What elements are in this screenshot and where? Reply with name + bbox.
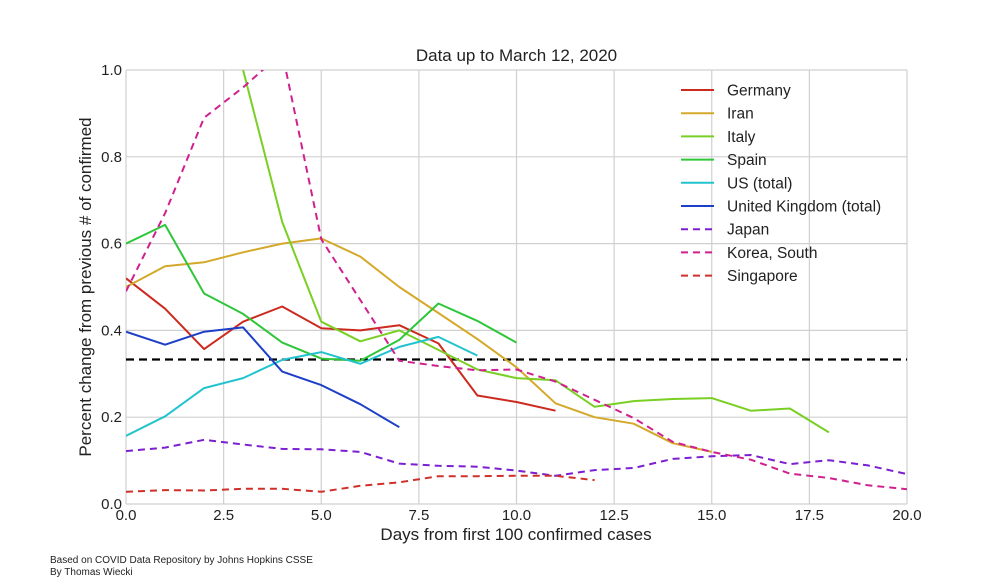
legend-label: United Kingdom (total) — [727, 199, 881, 216]
y-tick-label: 0.2 — [101, 409, 122, 426]
x-tick-label: 5.0 — [311, 507, 332, 524]
tick-labels: 0.0 2.5 5.0 7.5 10.0 12.5 15.0 17.5 20.0 0.0 0.2 0.… — [101, 62, 921, 524]
series-line-iran — [126, 237, 713, 453]
legend-label: Singapore — [727, 268, 798, 285]
series-line-spain — [126, 223, 517, 362]
legend: Germany Iran Italy Spain US (total) United Ki… — [681, 83, 881, 285]
x-tick-label: 2.5 — [213, 507, 234, 524]
x-axis-label: Days from first 100 confirmed cases — [380, 525, 651, 544]
legend-label: US (total) — [727, 175, 792, 192]
series-line-us-total — [126, 335, 478, 437]
series-line-united-kingdom-total — [126, 326, 400, 429]
source-note: Based on COVID Data Repository by Johns … — [50, 555, 313, 566]
x-tick-label: 17.5 — [795, 507, 824, 524]
legend-label: Germany — [727, 83, 791, 100]
y-tick-label: 0.4 — [101, 322, 122, 339]
y-tick-label: 0.6 — [101, 236, 122, 253]
y-tick-label: 0.8 — [101, 149, 122, 166]
series-line-germany — [126, 277, 556, 412]
chart-title: Data up to March 12, 2020 — [415, 46, 618, 65]
series-line-italy — [242, 70, 830, 434]
legend-label: Japan — [727, 222, 769, 239]
x-tick-label: 20.0 — [892, 507, 921, 524]
legend-label: Korea, South — [727, 245, 817, 262]
author-note: By Thomas Wiecki — [50, 567, 133, 578]
x-tick-label: 12.5 — [600, 507, 629, 524]
y-axis-label: Percent change from previous # of confir… — [76, 117, 95, 456]
y-tick-label: 1.0 — [101, 62, 122, 79]
x-tick-label: 15.0 — [697, 507, 726, 524]
legend-label: Iran — [727, 106, 754, 123]
x-tick-label: 10.0 — [502, 507, 531, 524]
x-tick-label: 0.0 — [116, 507, 137, 524]
x-tick-label: 7.5 — [408, 507, 429, 524]
y-tick-label: 0.0 — [101, 496, 122, 513]
series-layer — [126, 70, 907, 493]
legend-label: Italy — [727, 129, 756, 146]
legend-label: Spain — [727, 152, 767, 169]
series-line-singapore — [126, 474, 595, 493]
series-line-korea-south — [126, 70, 907, 491]
